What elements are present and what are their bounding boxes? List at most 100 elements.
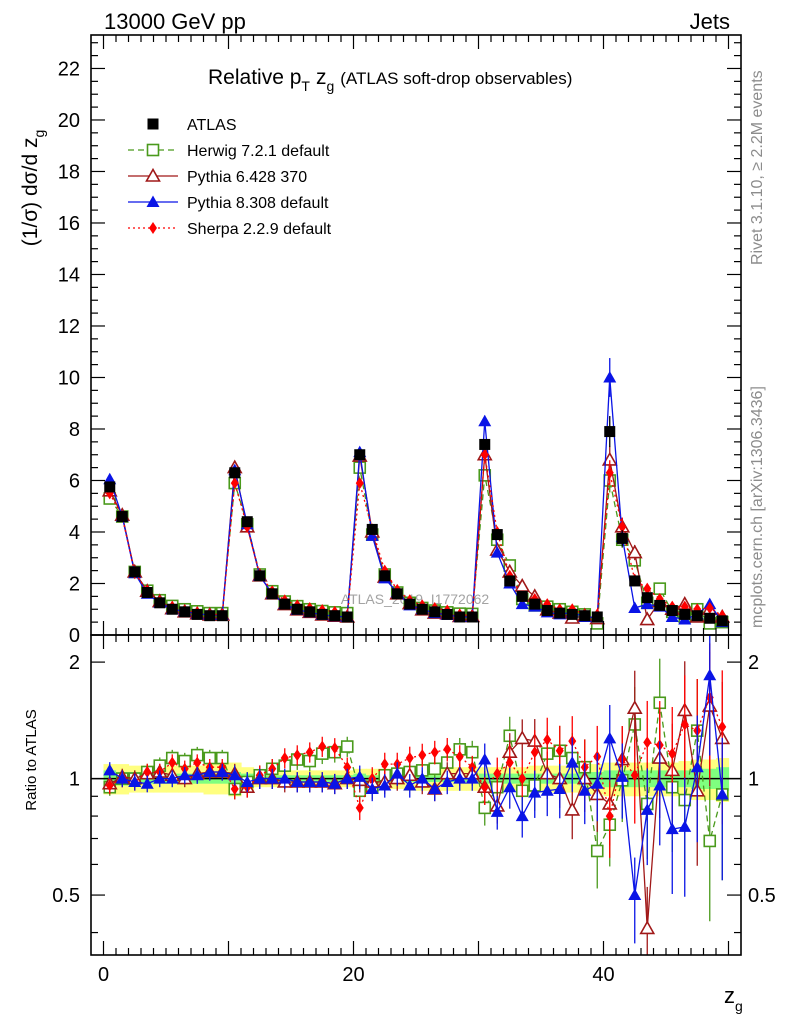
data-point bbox=[204, 610, 216, 622]
data-point bbox=[191, 608, 203, 620]
data-point bbox=[704, 612, 716, 624]
ratio-point bbox=[293, 749, 302, 762]
ratio-y-tick-label-right: 2 bbox=[748, 652, 759, 674]
ratio-point bbox=[455, 750, 464, 763]
ratio-point bbox=[278, 772, 292, 784]
ratio-point bbox=[290, 775, 304, 787]
ratio-point bbox=[253, 772, 267, 784]
ratio-point bbox=[453, 772, 467, 784]
main-y-tick-label: 16 bbox=[58, 213, 80, 235]
legend-marker bbox=[146, 195, 160, 207]
ratio-line bbox=[109, 695, 723, 817]
ratio-point bbox=[115, 772, 129, 784]
ratio-point bbox=[390, 767, 404, 779]
ratio-point bbox=[303, 775, 317, 787]
ratio-point bbox=[430, 746, 439, 759]
data-point bbox=[626, 544, 643, 559]
data-point bbox=[629, 575, 641, 587]
main-y-tick-label: 14 bbox=[58, 264, 80, 286]
ratio-point bbox=[515, 809, 529, 822]
ratio-point bbox=[478, 753, 492, 765]
data-point bbox=[216, 610, 228, 622]
ratio-y-tick-label-left: 1 bbox=[69, 769, 80, 791]
data-point bbox=[554, 607, 566, 619]
data-point bbox=[129, 566, 141, 578]
data-point bbox=[618, 520, 627, 533]
data-point bbox=[679, 608, 691, 620]
data-point bbox=[616, 532, 628, 544]
data-point bbox=[304, 606, 316, 618]
legend-marker bbox=[145, 167, 161, 182]
data-point bbox=[291, 603, 303, 615]
data-point bbox=[566, 608, 578, 620]
data-point bbox=[504, 575, 516, 587]
ratio-point bbox=[503, 780, 517, 793]
ratio-point bbox=[365, 782, 379, 794]
ratio-point bbox=[418, 749, 427, 762]
main-y-tick-label: 8 bbox=[69, 419, 80, 441]
data-point bbox=[603, 370, 617, 383]
ratio-point bbox=[103, 763, 117, 776]
data-point bbox=[279, 598, 291, 610]
ratio-y-tick-label-left: 2 bbox=[69, 652, 80, 674]
ratio-point bbox=[428, 762, 442, 776]
ratio-point bbox=[514, 730, 531, 745]
ratio-point bbox=[590, 777, 604, 789]
ratio-point bbox=[230, 782, 239, 795]
ratio-point bbox=[443, 743, 452, 756]
data-point bbox=[666, 605, 678, 617]
main-y-tick-label: 22 bbox=[58, 58, 80, 80]
ratio-point bbox=[530, 746, 539, 759]
axis-ticks bbox=[91, 35, 741, 955]
ratio-point bbox=[490, 805, 504, 817]
legend-label: Sherpa 2.2.9 default bbox=[187, 221, 332, 238]
main-y-tick-label: 20 bbox=[58, 110, 80, 132]
ratio-point bbox=[564, 801, 581, 816]
main-y-tick-label: 10 bbox=[58, 367, 80, 389]
ratio-point bbox=[565, 756, 579, 768]
ratio-point bbox=[330, 741, 339, 754]
ratio-point bbox=[715, 787, 729, 800]
ratio-point bbox=[543, 733, 552, 746]
main-y-tick-label: 12 bbox=[58, 316, 80, 338]
legend-entry-herwig: Herwig 7.2.1 default bbox=[128, 143, 330, 160]
ratio-point bbox=[440, 775, 454, 787]
data-point bbox=[154, 597, 166, 609]
data-point bbox=[341, 611, 353, 623]
data-point bbox=[466, 611, 478, 623]
data-point bbox=[355, 477, 364, 490]
data-point bbox=[230, 477, 239, 490]
data-point bbox=[605, 466, 614, 479]
rivet-label: Rivet 3.1.10, ≥ 2.2M events bbox=[749, 70, 766, 265]
ratio-point bbox=[678, 820, 692, 832]
ratio-point bbox=[153, 772, 167, 784]
legend-label: Pythia 6.428 370 bbox=[187, 169, 307, 186]
data-point bbox=[391, 588, 403, 600]
data-point bbox=[653, 582, 667, 595]
ratio-point bbox=[193, 756, 202, 769]
data-point bbox=[329, 610, 341, 622]
ratio-point bbox=[328, 777, 342, 789]
data-point bbox=[716, 615, 728, 627]
ratio-panel-data bbox=[101, 635, 731, 955]
ratio-point bbox=[355, 801, 364, 814]
ratio-y-tick-label-left: 0.5 bbox=[52, 885, 80, 907]
y-axis-label-main: (1/σ) dσ/d zg bbox=[19, 130, 47, 247]
series-pythia8 bbox=[103, 358, 729, 628]
data-point bbox=[643, 582, 652, 595]
main-y-tick-label: 4 bbox=[69, 522, 80, 544]
ratio-point bbox=[603, 731, 617, 744]
legend-entry-pythia8: Pythia 8.308 default bbox=[128, 195, 329, 212]
ratio-point bbox=[703, 668, 717, 681]
legend: ATLAS Herwig 7.2.1 default Pythia 6.428 37… bbox=[128, 117, 332, 238]
data-point bbox=[591, 611, 603, 623]
data-point bbox=[441, 608, 453, 620]
ratio-point bbox=[505, 756, 514, 769]
legend-entry-pythia6: Pythia 6.428 370 bbox=[128, 167, 307, 186]
ratio-point bbox=[553, 782, 567, 794]
ratio-point bbox=[353, 770, 367, 782]
x-tick-label: 20 bbox=[342, 964, 364, 986]
series-atlas bbox=[104, 416, 728, 627]
plot-title: Relative pT zg (ATLAS soft-drop observable… bbox=[208, 66, 572, 94]
ratio-point bbox=[668, 747, 677, 760]
